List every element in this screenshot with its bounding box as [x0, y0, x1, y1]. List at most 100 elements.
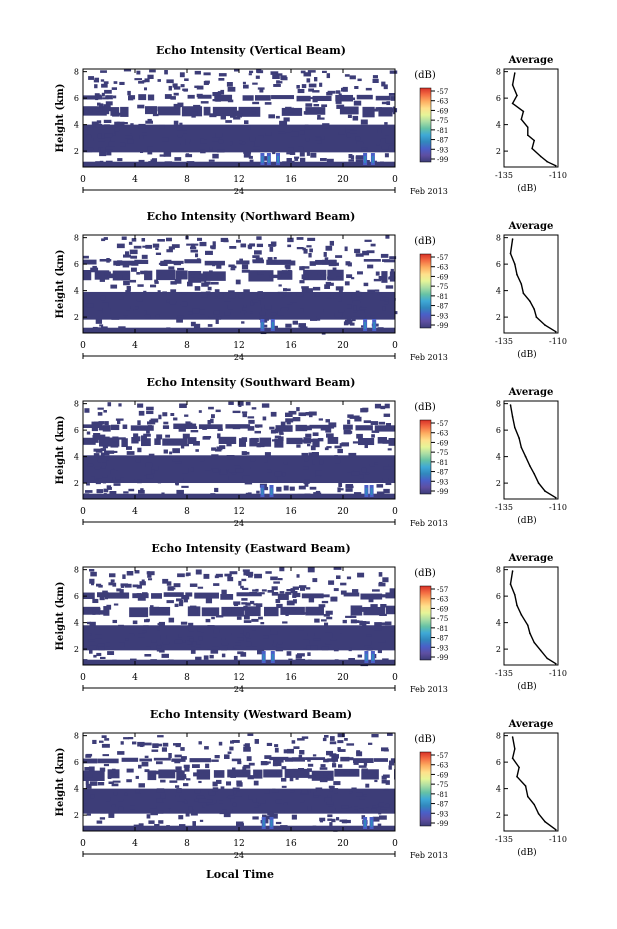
- echo-speckle: [97, 782, 105, 786]
- echo-speckle: [83, 803, 88, 806]
- colorbar-tick-label: -57: [437, 586, 448, 594]
- echo-speckle: [181, 292, 188, 295]
- echo-speckle: [246, 756, 252, 762]
- echo-speckle: [128, 488, 135, 492]
- colorbar-tick-label: -69: [437, 273, 448, 281]
- echo-speckle: [221, 647, 228, 651]
- echo-speckle: [223, 301, 232, 307]
- echo-speckle: [277, 131, 286, 134]
- echo-speckle: [164, 70, 168, 75]
- echo-speckle: [380, 604, 387, 608]
- average-x-label: (dB): [517, 515, 536, 526]
- echo-speckle: [91, 426, 98, 432]
- echo-speckle: [270, 241, 277, 247]
- echo-speckle: [211, 454, 219, 459]
- echo-speckle: [353, 100, 362, 106]
- average-x-label: (dB): [517, 349, 536, 360]
- echo-speckle: [194, 85, 199, 89]
- echo-speckle: [166, 600, 174, 604]
- echo-speckle: [200, 292, 208, 298]
- echo-speckle: [277, 578, 283, 581]
- echo-band-segment: [236, 592, 262, 597]
- echo-speckle: [128, 633, 135, 637]
- echo-speckle: [300, 439, 308, 443]
- echo-speckle: [370, 108, 379, 112]
- echo-speckle: [166, 79, 174, 84]
- echo-band-segment: [263, 769, 283, 778]
- echo-speckle: [267, 257, 273, 262]
- echo-speckle: [299, 750, 305, 755]
- echo-speckle: [266, 742, 273, 746]
- echo-speckle: [138, 80, 145, 84]
- echo-speckle: [285, 612, 289, 617]
- echo-speckle: [243, 605, 248, 611]
- echo-speckle: [266, 96, 270, 100]
- echo-speckle: [83, 592, 91, 597]
- strong-echo-core: [370, 488, 373, 495]
- echo-speckle: [249, 137, 256, 142]
- echo-speckle: [233, 790, 237, 795]
- echo-speckle: [166, 249, 173, 253]
- echo-speckle: [211, 609, 218, 615]
- echo-speckle: [344, 246, 348, 252]
- echo-speckle: [344, 281, 350, 286]
- echo-speckle: [173, 120, 179, 125]
- echo-speckle: [270, 429, 276, 434]
- y-axis-label: Height (km): [55, 84, 66, 153]
- echo-speckle: [198, 410, 202, 413]
- echo-band-segment: [220, 594, 234, 600]
- echo-speckle: [308, 253, 312, 258]
- echo-speckle: [377, 128, 382, 133]
- echo-speckle: [344, 74, 350, 77]
- echo-speckle: [325, 245, 333, 251]
- echo-speckle: [85, 783, 92, 789]
- strong-echo-core: [364, 820, 367, 827]
- chart-title: Echo Intensity (Westward Beam): [150, 708, 352, 721]
- echo-speckle: [226, 455, 235, 460]
- echo-speckle: [274, 744, 279, 748]
- echo-speckle: [295, 654, 302, 659]
- echo-speckle: [352, 318, 356, 322]
- echo-speckle: [180, 747, 185, 751]
- echo-speckle: [120, 741, 124, 745]
- echo-speckle: [103, 237, 108, 240]
- echo-speckle: [326, 616, 333, 620]
- echo-band-segment: [201, 607, 220, 617]
- echo-speckle: [215, 573, 223, 578]
- echo-speckle: [285, 130, 293, 133]
- echo-speckle: [332, 759, 336, 763]
- echo-speckle: [175, 766, 182, 771]
- echo-speckle: [195, 449, 199, 452]
- echo-speckle: [256, 243, 264, 248]
- echo-speckle: [207, 324, 213, 327]
- x-tick-label: 16: [285, 341, 297, 351]
- echo-speckle: [327, 90, 336, 94]
- echo-speckle: [98, 425, 104, 431]
- x-tick-label: 4: [132, 175, 138, 185]
- echo-speckle: [197, 586, 204, 589]
- average-title: Average: [508, 553, 554, 564]
- echo-speckle: [205, 291, 211, 295]
- echo-speckle: [227, 751, 232, 754]
- average-x-label: (dB): [517, 847, 536, 858]
- echo-speckle: [335, 90, 341, 94]
- echo-speckle: [134, 78, 143, 81]
- echo-speckle: [322, 594, 330, 598]
- echo-speckle: [147, 574, 152, 578]
- echo-speckle: [99, 595, 105, 601]
- echo-speckle: [348, 452, 357, 458]
- echo-speckle: [339, 459, 347, 463]
- average-profile-point: [533, 308, 535, 311]
- echo-speckle: [104, 738, 110, 741]
- echo-speckle: [264, 324, 268, 328]
- echo-speckle: [285, 323, 292, 328]
- echo-speckle: [335, 286, 344, 291]
- echo-speckle: [126, 779, 132, 783]
- echo-speckle: [348, 658, 355, 661]
- echo-speckle: [338, 749, 346, 752]
- echo-speckle: [340, 582, 347, 586]
- echo-speckle: [301, 790, 308, 794]
- echo-speckle: [300, 326, 308, 329]
- echo-speckle: [248, 762, 255, 766]
- colorbar-unit-label: (dB): [414, 70, 436, 81]
